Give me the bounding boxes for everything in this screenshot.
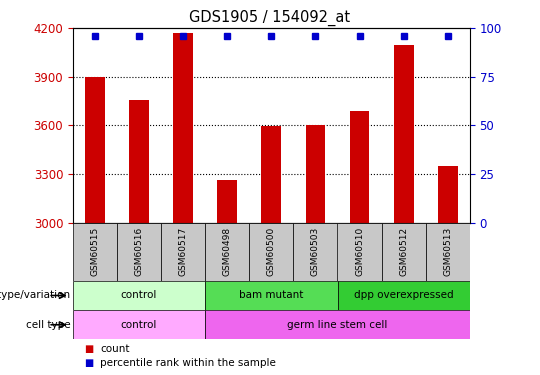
Bar	[349, 111, 369, 223]
Bar	[338, 281, 470, 310]
Text: ■: ■	[84, 344, 93, 354]
Text: germ line stem cell: germ line stem cell	[287, 320, 388, 330]
Bar	[73, 310, 205, 339]
Bar	[293, 223, 338, 281]
Bar	[205, 310, 470, 339]
Text: cell type: cell type	[25, 320, 70, 330]
Bar	[249, 223, 293, 281]
Text: GSM60516: GSM60516	[134, 227, 144, 276]
Bar	[217, 180, 237, 223]
Bar	[85, 76, 105, 223]
Bar	[338, 223, 382, 281]
Bar	[161, 223, 205, 281]
Bar	[306, 125, 326, 223]
Bar	[426, 223, 470, 281]
Text: bam mutant: bam mutant	[239, 291, 303, 300]
Text: GSM60503: GSM60503	[311, 227, 320, 276]
Bar	[73, 223, 117, 281]
Text: GSM60510: GSM60510	[355, 227, 364, 276]
Text: count: count	[100, 344, 130, 354]
Text: GSM60517: GSM60517	[179, 227, 188, 276]
Bar	[438, 166, 458, 223]
Text: control: control	[121, 291, 157, 300]
Bar	[129, 100, 149, 223]
Bar	[394, 45, 414, 223]
Bar	[261, 126, 281, 223]
Bar	[382, 223, 426, 281]
Text: genotype/variation: genotype/variation	[0, 291, 70, 300]
Text: GDS1905 / 154092_at: GDS1905 / 154092_at	[190, 9, 350, 26]
Text: GSM60498: GSM60498	[223, 227, 232, 276]
Bar	[117, 223, 161, 281]
Bar	[205, 281, 338, 310]
Text: GSM60512: GSM60512	[399, 227, 408, 276]
Text: GSM60513: GSM60513	[443, 227, 452, 276]
Text: control: control	[121, 320, 157, 330]
Text: ■: ■	[84, 358, 93, 368]
Text: GSM60515: GSM60515	[91, 227, 99, 276]
Text: percentile rank within the sample: percentile rank within the sample	[100, 358, 276, 368]
Text: GSM60500: GSM60500	[267, 227, 276, 276]
Bar	[205, 223, 249, 281]
Bar	[173, 33, 193, 223]
Bar	[73, 281, 205, 310]
Text: dpp overexpressed: dpp overexpressed	[354, 291, 454, 300]
